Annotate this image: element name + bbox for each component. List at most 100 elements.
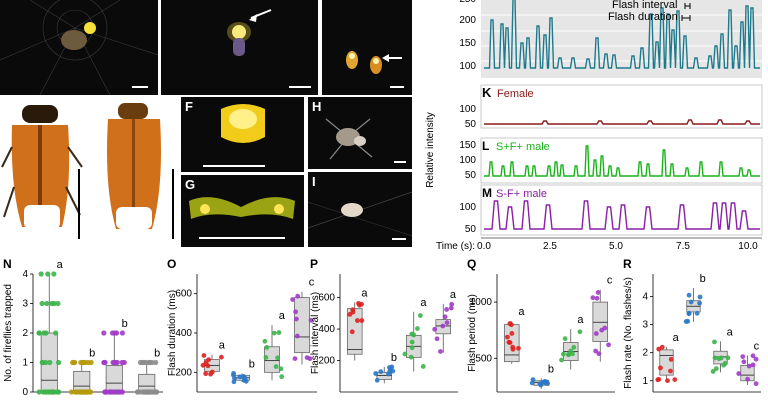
data-point xyxy=(448,305,454,311)
data-point xyxy=(378,369,384,375)
significance-letter: b xyxy=(122,318,128,330)
flash-traces-figure: Relative intensity 250 200 150 100 Flash… xyxy=(425,0,763,252)
data-point xyxy=(205,363,211,369)
box xyxy=(73,370,91,393)
data-point xyxy=(110,359,116,366)
data-point xyxy=(304,355,310,361)
y-axis-label: Flash rate (No. flashes/s) xyxy=(623,277,634,389)
time-tick: 10.0 xyxy=(738,241,758,252)
data-point xyxy=(659,344,665,350)
data-point xyxy=(109,330,116,336)
data-point xyxy=(45,271,51,277)
data-point xyxy=(685,318,691,324)
tick-label: 50 xyxy=(465,119,477,130)
photo-firefly-specimen-d: D xyxy=(0,97,88,247)
data-point xyxy=(750,353,756,359)
significance-letter: a xyxy=(361,287,368,299)
tick-label: 100 xyxy=(459,61,476,72)
panel-label: Q xyxy=(467,257,476,271)
data-point xyxy=(577,329,583,335)
data-point xyxy=(559,357,564,363)
panel-label-m: M xyxy=(482,186,492,200)
panel-label: R xyxy=(623,257,632,271)
data-point xyxy=(74,389,80,395)
trace-line-s-minus-male xyxy=(484,200,760,230)
significance-letter: b xyxy=(700,273,706,285)
panel-label-l: L xyxy=(482,139,489,153)
data-point xyxy=(276,330,282,335)
glowing-firefly-image xyxy=(227,9,272,56)
time-ticks: 0.0 2.5 5.0 7.5 10.0 xyxy=(477,241,758,252)
panel-label-d: D xyxy=(3,99,13,114)
y-tick-label: 4 xyxy=(642,291,648,302)
data-point xyxy=(444,307,450,312)
scale-bar xyxy=(199,237,285,239)
scale-bar xyxy=(203,165,265,167)
y-tick-label: 1 xyxy=(22,358,28,369)
data-point xyxy=(668,368,673,374)
data-point xyxy=(668,356,674,362)
data-point xyxy=(294,316,299,322)
data-point xyxy=(374,377,380,383)
data-point xyxy=(153,359,159,366)
data-point xyxy=(390,368,396,374)
data-point xyxy=(697,294,703,300)
y-tick-label: 0 xyxy=(22,387,28,398)
trace-frame-l xyxy=(480,137,763,184)
data-point xyxy=(697,300,702,306)
data-point xyxy=(135,389,141,395)
y-tick-label: 200 xyxy=(175,367,192,378)
y-axis-label: Flash interval (ms) xyxy=(310,292,321,374)
data-point xyxy=(736,371,742,376)
y-tick-label: 3 xyxy=(22,299,28,310)
data-point xyxy=(750,362,756,368)
significance-letter: c xyxy=(607,275,613,287)
trace-title-s-minus-male: S-F+ male xyxy=(496,188,547,200)
data-point xyxy=(51,271,57,277)
data-point xyxy=(438,349,443,354)
data-point xyxy=(658,365,663,371)
data-point xyxy=(672,377,678,383)
trace-line-sf-plus-male xyxy=(484,145,760,177)
data-point xyxy=(594,295,600,301)
trace-line-female xyxy=(484,119,760,125)
panel-label-h: H xyxy=(312,99,322,114)
data-point xyxy=(85,389,91,395)
tick-label: 250 xyxy=(459,0,476,5)
data-point xyxy=(596,351,602,357)
data-point xyxy=(44,389,50,395)
data-point xyxy=(507,340,513,345)
data-point xyxy=(505,334,510,340)
data-point xyxy=(350,307,356,313)
data-point xyxy=(402,351,408,357)
data-point xyxy=(656,346,662,352)
photo-spider-h: H xyxy=(308,97,412,169)
data-point xyxy=(507,321,513,326)
data-point xyxy=(389,364,395,370)
legend-brackets xyxy=(681,3,691,21)
data-point xyxy=(55,359,62,366)
scale-bar xyxy=(78,169,80,239)
significance-letter: b xyxy=(89,348,95,360)
data-point xyxy=(243,378,249,384)
data-point xyxy=(80,389,86,395)
photo-lantern-f: F xyxy=(181,97,304,172)
data-point xyxy=(43,330,49,336)
data-point xyxy=(440,323,446,329)
data-point xyxy=(264,345,270,350)
significance-letter: a xyxy=(219,340,226,352)
data-point xyxy=(49,389,56,395)
y-tick-label: 2 xyxy=(642,348,648,359)
data-point xyxy=(566,352,571,358)
data-point xyxy=(753,381,759,387)
time-tick: 2.5 xyxy=(543,241,557,252)
panel-label: P xyxy=(310,257,318,271)
data-point xyxy=(449,301,455,307)
panel-label-e: E xyxy=(95,99,104,114)
y-tick-label: 600 xyxy=(175,289,192,300)
photo-lantern-g: G xyxy=(181,175,304,247)
data-point xyxy=(354,318,360,323)
data-point xyxy=(72,359,78,366)
data-point xyxy=(409,339,415,345)
data-point xyxy=(88,359,94,366)
